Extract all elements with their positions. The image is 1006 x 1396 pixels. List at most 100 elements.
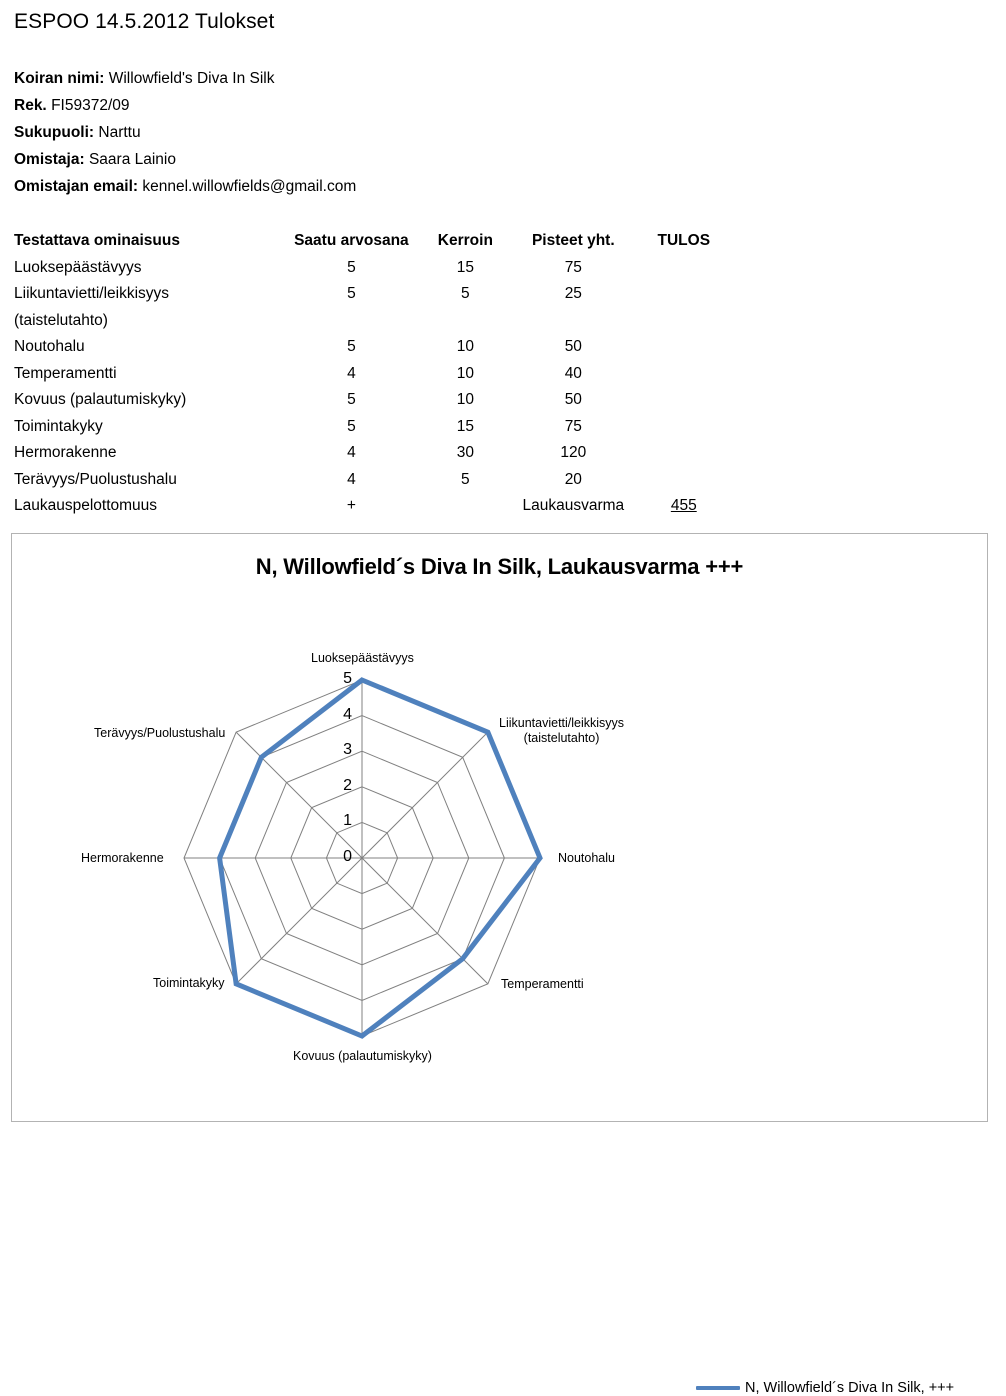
info-value-name: Willowfield's Diva In Silk	[108, 70, 275, 87]
results-table-head: Testattava ominaisuus Saatu arvosana Ker…	[14, 228, 734, 255]
legend-line-swatch-icon	[696, 1386, 740, 1390]
column-header-result: TULOS	[657, 232, 711, 249]
info-label-registration: Rek.	[14, 97, 47, 114]
cell-coefficient: 10	[456, 391, 474, 408]
cell-result	[634, 387, 734, 414]
cell-coefficient: 15	[456, 258, 474, 276]
info-label-email: Omistajan email:	[14, 178, 139, 195]
chart-frame: N, Willowfield´s Diva In Silk, Laukausva…	[11, 533, 989, 1396]
cell-trait-name: Luoksepäästävyys	[14, 258, 142, 276]
legend-entry-label: N, Willowfield´s Diva In Silk, +++	[745, 1380, 955, 1396]
cell-points: 50	[564, 391, 582, 408]
radar-tick-label-0: 0	[343, 848, 352, 865]
radar-tick-label-4: 4	[343, 706, 352, 723]
info-row-registration: Rek. FI59372/09	[14, 92, 356, 119]
radar-plot-area: Luoksepäästävyys Liikuntavietti/leikkisyy…	[12, 534, 989, 1123]
radar-axis-spoke	[361, 857, 489, 985]
info-value-sex: Narttu	[98, 124, 141, 141]
results-page: ESPOO 14.5.2012 Tulokset Koiran nimi: Wi…	[11, 10, 989, 1396]
info-row-sex: Sukupuoli: Narttu	[14, 119, 356, 146]
cell-grade-shot: +	[346, 497, 356, 514]
radar-category-label-2: Noutohalu	[558, 851, 615, 865]
chart-legend: N, Willowfield´s Diva In Silk, +++	[696, 1380, 954, 1396]
cell-shot-verdict: Laukausvarma	[522, 497, 625, 514]
results-table-body: Luoksepäästävyys 5 15 75 Liikuntavietti/leik…	[14, 255, 734, 520]
info-row-name: Koiran nimi: Willowfield's Diva In Silk	[14, 65, 356, 92]
cell-grade: 5	[347, 258, 356, 276]
info-row-owner: Omistaja: Saara Lainio	[14, 146, 356, 173]
cell-coefficient: 5	[461, 285, 470, 302]
cell-trait-name: Noutohalu	[14, 338, 85, 355]
radar-category-label-1: Liikuntavietti/leikkisyys (taistelutahto…	[499, 716, 625, 745]
chart-title: N, Willowfield´s Diva In Silk, Laukausva…	[255, 554, 744, 579]
cell-grade: 5	[347, 391, 356, 408]
cell-result	[634, 467, 734, 494]
radar-series-polygon	[217, 677, 543, 1039]
radar-category-label-4: Kovuus (palautumiskyky)	[293, 1049, 432, 1063]
cell-result	[634, 361, 734, 388]
cell-grade: 4	[347, 470, 356, 488]
table-row: Liikuntavietti/leikkisyys (taistelutahto…	[14, 281, 734, 334]
cell-grade: 5	[347, 417, 356, 435]
radar-axis-spoke	[235, 857, 363, 985]
cell-trait-name: Toimintakyky	[14, 417, 103, 435]
cell-result	[634, 334, 734, 361]
cell-coefficient: 5	[461, 470, 470, 488]
cell-grade: 5	[347, 338, 356, 355]
table-row: Luoksepäästävyys 5 15 75	[14, 255, 734, 282]
column-header-grade: Saatu arvosana	[294, 232, 409, 249]
cell-points: 25	[564, 285, 582, 302]
info-row-email: Omistajan email: kennel.willowfields@gma…	[14, 173, 356, 200]
cell-points: 20	[564, 470, 582, 488]
radar-category-label-0: Luoksepäästävyys	[311, 651, 414, 665]
radar-category-label-5: Toimintakyky	[153, 976, 225, 990]
page-title: ESPOO 14.5.2012 Tulokset	[14, 10, 275, 33]
cell-result	[634, 414, 734, 441]
cell-trait-name: Liikuntavietti/leikkisyys (taistelutahto…	[14, 285, 170, 329]
cell-coefficient: 30	[456, 444, 474, 461]
cell-result	[634, 281, 734, 334]
radar-tick-label-2: 2	[343, 777, 352, 794]
info-value-owner: Saara Lainio	[88, 151, 176, 168]
cell-points: 40	[564, 364, 582, 382]
cell-trait-name: Temperamentti	[14, 364, 117, 382]
cell-points: 50	[564, 338, 582, 355]
column-header-trait: Testattava ominaisuus	[14, 232, 180, 249]
info-label-sex: Sukupuoli:	[14, 124, 95, 141]
column-header-coefficient: Kerroin	[437, 232, 493, 249]
table-header-row: Testattava ominaisuus Saatu arvosana Ker…	[14, 228, 734, 255]
radar-category-label-7: Terävyys/Puolustushalu	[94, 726, 226, 740]
cell-result	[634, 255, 734, 282]
cell-coefficient-shot	[418, 493, 513, 520]
radar-tick-label-1: 1	[343, 812, 352, 829]
cell-grade: 4	[347, 444, 356, 461]
table-row: Hermorakenne 4 30 120	[14, 440, 734, 467]
info-value-registration: FI59372/09	[51, 97, 130, 114]
cell-coefficient: 10	[456, 364, 474, 382]
cell-trait-name: Terävyys/Puolustushalu	[14, 470, 177, 488]
table-row: Temperamentti 4 10 40	[14, 361, 734, 388]
info-label-owner: Omistaja:	[14, 151, 85, 168]
cell-trait-name: Hermorakenne	[14, 444, 117, 461]
cell-points: 75	[564, 417, 582, 435]
radar-axis-spoke	[235, 731, 363, 859]
info-value-email: kennel.willowfields@gmail.com	[142, 178, 357, 195]
results-table-container: Testattava ominaisuus Saatu arvosana Ker…	[14, 228, 734, 520]
table-row: Toimintakyky 5 15 75	[14, 414, 734, 441]
cell-grade: 5	[347, 285, 356, 302]
results-table: Testattava ominaisuus Saatu arvosana Ker…	[14, 228, 734, 520]
cell-grade: 4	[347, 364, 356, 382]
radar-chart-svg	[183, 677, 543, 1039]
cell-coefficient: 15	[456, 417, 474, 435]
radar-category-label-3: Temperamentti	[501, 977, 584, 991]
info-label-name: Koiran nimi:	[14, 70, 105, 87]
cell-trait-name-shot: Laukauspelottomuus	[14, 497, 158, 514]
cell-coefficient: 10	[456, 338, 474, 355]
radar-axis-spoke	[361, 731, 489, 859]
table-row-final: Laukauspelottomuus + Laukausvarma 455	[14, 493, 734, 520]
table-row: Kovuus (palautumiskyky) 5 10 50	[14, 387, 734, 414]
column-header-points: Pisteet yht.	[531, 232, 615, 249]
table-row: Noutohalu 5 10 50	[14, 334, 734, 361]
radar-category-label-6: Hermorakenne	[81, 851, 164, 865]
cell-points: 75	[564, 258, 582, 276]
